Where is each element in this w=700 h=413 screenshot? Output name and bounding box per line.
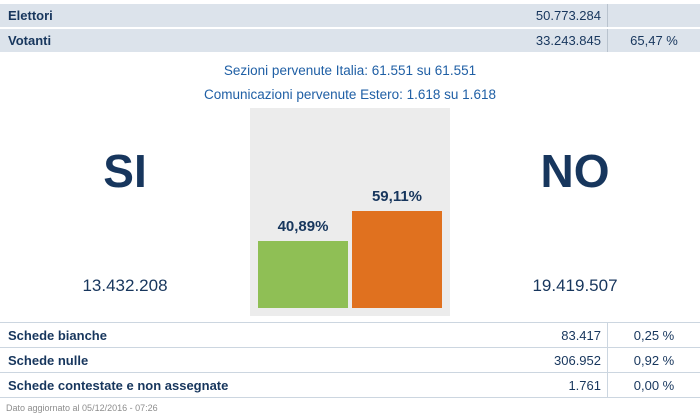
- si-bar-percent-label: 40,89%: [277, 218, 329, 235]
- votanti-percent: 65,47 %: [630, 33, 678, 48]
- no-bar-percent-label: 59,11%: [371, 188, 423, 205]
- elettori-value: 50.773.284: [535, 8, 601, 23]
- no-bar-group: 59,11%: [352, 188, 442, 308]
- table-row-schede-bianche: Schede bianche 83.417 0,25 %: [0, 322, 700, 348]
- si-bar: [258, 241, 348, 308]
- last-updated-text: Dato aggiornato al 05/12/2016 - 07:26: [6, 403, 158, 413]
- column-divider: [607, 4, 608, 27]
- ballots-table: Schede bianche 83.417 0,25 % Schede null…: [0, 322, 700, 398]
- table-row-schede-nulle: Schede nulle 306.952 0,92 %: [0, 347, 700, 373]
- schede-contestate-label: Schede contestate e non assegnate: [8, 377, 229, 393]
- sezioni-italia-text: Sezioni pervenute Italia: 61.551 su 61.5…: [223, 63, 477, 78]
- column-divider: [607, 347, 608, 373]
- column-divider: [607, 322, 608, 348]
- schede-contestate-percent: 0,00 %: [633, 377, 675, 393]
- column-divider: [607, 29, 608, 52]
- schede-bianche-label: Schede bianche: [8, 327, 107, 343]
- votanti-value: 33.243.845: [535, 33, 601, 48]
- si-votes: 13.432.208: [82, 276, 168, 295]
- schede-nulle-value: 306.952: [554, 352, 601, 368]
- results-section: SI 13.432.208 40,89% 59,11% NO 19.419.50…: [0, 108, 700, 316]
- schede-bianche-percent: 0,25 %: [633, 327, 675, 343]
- bar-chart: 40,89% 59,11%: [250, 108, 450, 316]
- schede-nulle-percent: 0,92 %: [633, 352, 675, 368]
- no-votes: 19.419.507: [532, 276, 618, 295]
- table-row-schede-contestate: Schede contestate e non assegnate 1.761 …: [0, 372, 700, 398]
- si-bar-group: 40,89%: [258, 218, 348, 308]
- column-divider: [607, 372, 608, 398]
- no-bar: [352, 211, 442, 308]
- si-column: SI 13.432.208: [0, 108, 250, 316]
- comunicazioni-estero-text: Comunicazioni pervenute Estero: 1.618 su…: [204, 87, 496, 102]
- schede-nulle-label: Schede nulle: [8, 352, 89, 368]
- summary-row-votanti: Votanti 33.243.845 65,47 %: [0, 29, 700, 52]
- schede-contestate-value: 1.761: [568, 377, 601, 393]
- no-column: NO 19.419.507: [450, 108, 700, 316]
- elettori-label: Elettori: [8, 8, 53, 23]
- si-label: SI: [103, 145, 147, 197]
- summary-row-elettori: Elettori 50.773.284: [0, 4, 700, 27]
- votanti-label: Votanti: [8, 33, 52, 48]
- schede-bianche-value: 83.417: [561, 327, 601, 343]
- no-label: NO: [540, 145, 610, 197]
- summary-table: Elettori 50.773.284 Votanti 33.243.845 6…: [0, 4, 700, 52]
